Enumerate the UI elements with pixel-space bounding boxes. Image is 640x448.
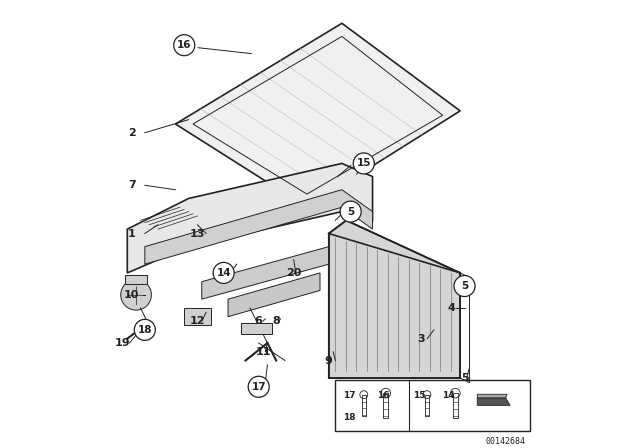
Text: 13: 13 [189, 228, 205, 238]
Polygon shape [329, 220, 460, 378]
Bar [453, 393, 458, 418]
Circle shape [173, 34, 195, 56]
Text: 6: 6 [255, 316, 262, 326]
Text: 20: 20 [286, 268, 301, 278]
Circle shape [340, 201, 361, 222]
Text: 10: 10 [124, 290, 140, 300]
Text: 19: 19 [115, 338, 131, 348]
Text: 11: 11 [255, 347, 271, 357]
Text: 9: 9 [325, 356, 333, 366]
Text: 8: 8 [273, 316, 280, 326]
Text: 4: 4 [447, 303, 455, 313]
Text: 15: 15 [356, 159, 371, 168]
Text: 5: 5 [461, 373, 468, 383]
Circle shape [134, 319, 156, 340]
Bar [335, 380, 530, 431]
Text: 16: 16 [177, 40, 191, 50]
Circle shape [121, 280, 152, 310]
Bar [241, 323, 272, 334]
Text: 12: 12 [189, 316, 205, 326]
Text: 18: 18 [138, 325, 152, 335]
Text: 14: 14 [442, 391, 455, 400]
Polygon shape [145, 190, 372, 264]
Circle shape [454, 276, 475, 297]
Text: 3: 3 [417, 334, 424, 344]
Bar [362, 395, 366, 416]
Text: 17: 17 [252, 382, 266, 392]
Polygon shape [477, 394, 507, 398]
Polygon shape [175, 23, 460, 207]
Bar [184, 308, 211, 325]
Polygon shape [127, 164, 372, 273]
Text: 5: 5 [461, 281, 468, 291]
Bar [383, 393, 388, 418]
Text: 00142684: 00142684 [486, 437, 526, 446]
Circle shape [248, 376, 269, 397]
Bar [425, 395, 429, 416]
Circle shape [353, 153, 374, 174]
Circle shape [213, 263, 234, 284]
Polygon shape [477, 398, 510, 405]
Text: 17: 17 [343, 391, 356, 400]
Text: 16: 16 [377, 391, 389, 400]
Text: 18: 18 [343, 414, 356, 422]
Bar [125, 275, 147, 284]
Polygon shape [202, 247, 329, 299]
Text: 1: 1 [128, 228, 136, 238]
Text: 14: 14 [216, 268, 231, 278]
Text: 2: 2 [128, 128, 136, 138]
Text: 7: 7 [128, 181, 136, 190]
Text: 15: 15 [413, 391, 426, 400]
Text: 5: 5 [347, 207, 355, 216]
Polygon shape [228, 273, 320, 317]
